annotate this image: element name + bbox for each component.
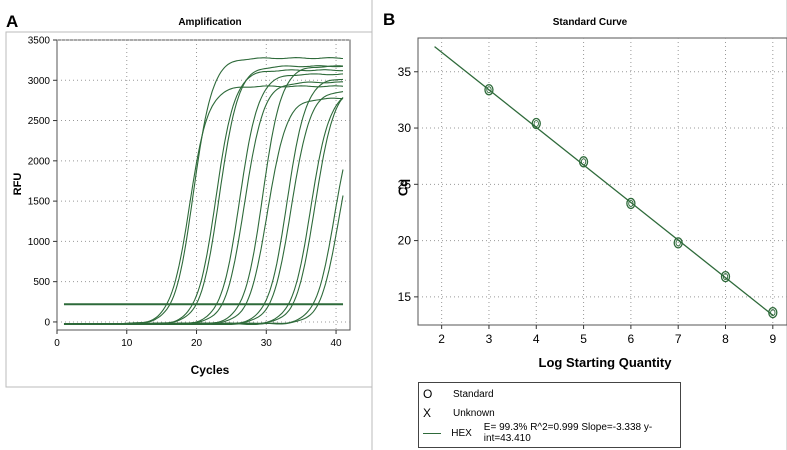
x-tick-label-b: 9 <box>769 332 776 346</box>
standard-point-inner <box>675 239 681 247</box>
y-tick-label-b: 25 <box>398 177 412 191</box>
x-tick-label-a: 0 <box>54 338 60 349</box>
y-tick-label-b: 30 <box>398 121 412 135</box>
y-tick-label-b: 35 <box>398 65 412 79</box>
panel-b-label: B <box>383 10 396 29</box>
standard-curve-legend: O Standard X Unknown HEX E= 99.3% R^2=0.… <box>418 382 681 448</box>
y-tick-label-a: 1500 <box>28 197 51 208</box>
amplification-plot: 0 10 20 30 40 0 500 1000 1500 2000 2500 3000 3500 <box>28 36 351 349</box>
amplification-chart-title: Amplification <box>178 17 242 28</box>
x-tick-label-b: 4 <box>533 332 540 346</box>
fit-line-icon <box>423 432 442 434</box>
x-tick-label-b: 2 <box>438 332 445 346</box>
standard-curve-y-axis-title: Cq <box>395 178 411 197</box>
panel-a-label: A <box>6 12 19 31</box>
y-tick-label-a: 500 <box>33 277 50 288</box>
x-tick-label-b: 6 <box>628 332 635 346</box>
x-tick-label-a: 40 <box>330 338 342 349</box>
standard-point <box>768 306 778 319</box>
standard-point <box>578 156 589 168</box>
standard-curve-plot: 2 3 4 5 6 7 8 9 15 20 25 30 35 <box>398 37 787 346</box>
standard-curve-x-axis-title: Log Starting Quantity <box>538 355 672 370</box>
standard-point-inner <box>628 199 634 207</box>
legend-label-standard: Standard <box>453 388 494 400</box>
standard-point-inner <box>770 309 776 317</box>
amplification-y-axis-title: RFU <box>12 172 24 196</box>
standard-point <box>531 117 541 130</box>
y-tick-label-a: 2000 <box>28 156 51 167</box>
standard-point-inner <box>486 86 492 94</box>
x-tick-label-b: 7 <box>675 332 682 346</box>
legend-fit-stats: E= 99.3% R^2=0.999 Slope=-3.338 y-int=43… <box>483 422 653 444</box>
amplification-x-axis-title: Cycles <box>190 363 230 377</box>
x-tick-label-a: 10 <box>121 338 133 349</box>
y-tick-label-b: 15 <box>398 290 412 304</box>
x-tick-label-b: 3 <box>486 332 493 346</box>
unknown-marker-icon: X <box>423 406 432 420</box>
standard-point-inner <box>722 273 729 281</box>
x-tick-label-b: 5 <box>580 332 587 346</box>
standard-point <box>484 84 494 96</box>
y-tick-label-a: 2500 <box>28 116 51 127</box>
y-tick-label-b: 20 <box>398 234 412 248</box>
x-tick-label-a: 30 <box>261 338 273 349</box>
y-tick-label-a: 3000 <box>28 76 51 87</box>
amplification-curve <box>64 195 344 325</box>
legend-item-unknown: X Unknown <box>423 405 495 421</box>
standard-point-inner <box>533 120 539 127</box>
standard-marker-icon: O <box>423 387 433 401</box>
x-tick-label-b: 8 <box>722 332 729 346</box>
legend-label-unknown: Unknown <box>453 407 495 419</box>
x-tick-label-a: 20 <box>191 338 203 349</box>
legend-item-hex: HEX E= 99.3% R^2=0.999 Slope=-3.338 y-in… <box>423 422 680 444</box>
standard-curve-chart-title: Standard Curve <box>552 17 628 28</box>
y-tick-label-a: 1000 <box>28 237 51 248</box>
legend-item-standard: O Standard <box>423 386 494 402</box>
y-tick-label-a: 3500 <box>28 36 51 47</box>
standard-point <box>720 270 731 283</box>
y-tick-label-a: 0 <box>44 317 50 328</box>
standard-point <box>673 237 683 249</box>
standard-point <box>626 197 636 210</box>
standard-point-inner <box>580 158 587 166</box>
legend-label-hex: HEX <box>451 427 472 439</box>
